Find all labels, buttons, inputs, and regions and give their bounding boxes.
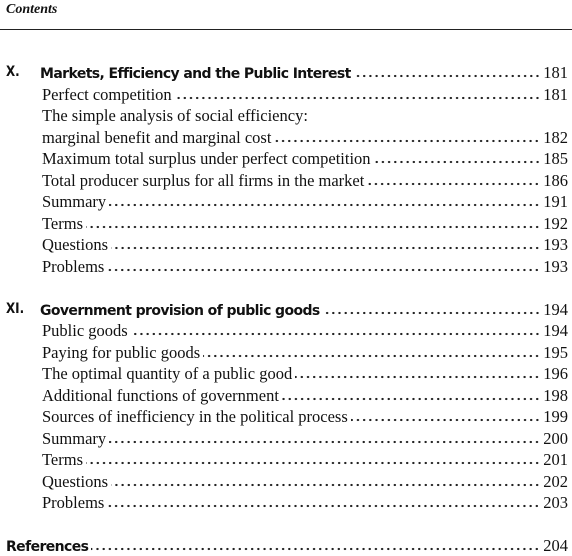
- dot-leader: [274, 138, 541, 143]
- page-number: 193: [543, 235, 568, 254]
- dot-leader: [86, 224, 541, 229]
- page-number: 202: [543, 471, 568, 491]
- entry-row-title: Maximum total surplus under perfect comp…: [42, 149, 371, 168]
- dot-leader: [107, 504, 541, 508]
- page-number: 194: [543, 321, 568, 340]
- entry-row: Terms 201: [42, 449, 568, 470]
- page-number: 200: [543, 428, 568, 448]
- page-number: 203: [543, 493, 568, 512]
- entry-row-title: Total producer surplus for all firms in …: [42, 170, 365, 190]
- dot-leader: [367, 181, 541, 186]
- entry-row: Questions 193: [42, 234, 568, 255]
- entry-row: Problems 193: [42, 256, 568, 277]
- dot-leader: [111, 246, 541, 250]
- dot-leader: [130, 332, 541, 336]
- entry-row-title: Terms: [42, 213, 84, 233]
- page-number: 182: [543, 127, 568, 147]
- entry-row-title: Summary: [42, 428, 107, 448]
- dot-leader: [109, 203, 541, 207]
- entry-row-title: Problems: [42, 256, 105, 276]
- chapter-row: Government provision of public goods 194: [40, 299, 568, 320]
- dot-leader: [373, 160, 541, 164]
- dot-leader: [174, 95, 541, 100]
- dot-leader: [322, 310, 541, 315]
- dot-leader: [281, 396, 541, 401]
- page-number: 181: [543, 63, 568, 82]
- entry-row: Total producer surplus for all firms in …: [42, 170, 568, 191]
- page-number: 181: [543, 84, 568, 104]
- running-header: Contents: [6, 2, 58, 17]
- page-number: 185: [543, 149, 568, 168]
- entry-row: Terms 192: [42, 213, 568, 234]
- page-number: 193: [543, 256, 568, 276]
- references-row-title: References: [6, 539, 89, 555]
- entry-row-title: Public goods: [42, 321, 128, 340]
- entry-row-title: marginal benefit and marginal cost: [42, 127, 272, 147]
- page-number: 191: [543, 192, 568, 211]
- entry-row: Problems 203: [42, 492, 568, 513]
- dot-leader: [91, 547, 541, 551]
- entry-row: Paying for public goods 195: [42, 342, 568, 363]
- entry-row-title: Questions: [42, 471, 108, 491]
- entry-row: Questions 202: [42, 471, 568, 492]
- page-number: 192: [543, 213, 568, 233]
- page-number: 194: [543, 299, 568, 319]
- entry-row: Sources of inefficiency in the political…: [42, 406, 568, 427]
- header-rule: [0, 29, 572, 30]
- entry-row-title: Summary: [42, 192, 107, 211]
- entry-row: Summary 191: [42, 191, 568, 212]
- entry-row: The optimal quantity of a public good 196: [42, 363, 568, 384]
- entry-row-title: Paying for public goods: [42, 342, 201, 362]
- dot-leader: [109, 439, 541, 444]
- entry-row-title: The optimal quantity of a public good: [42, 364, 293, 383]
- entry-row: Perfect competition 181: [42, 84, 568, 105]
- chapter-number: X.: [6, 64, 20, 80]
- entry-row-title: Sources of inefficiency in the political…: [42, 407, 348, 426]
- entry-row-title: Problems: [42, 493, 105, 512]
- chapter-row: Markets, Efficiency and the Public Inter…: [40, 62, 568, 83]
- page-number: 201: [543, 450, 568, 469]
- dot-leader: [203, 353, 541, 358]
- entry-row: marginal benefit and marginal cost 182: [42, 127, 568, 148]
- entry-row: Additional functions of government 198: [42, 385, 568, 406]
- chapter-row-title: Government provision of public goods: [40, 302, 320, 319]
- entry-row: Public goods 194: [42, 320, 568, 341]
- entry-row-title: Questions: [42, 235, 108, 254]
- entry-row: Maximum total surplus under perfect comp…: [42, 148, 568, 169]
- page-number: 204: [543, 536, 568, 555]
- dot-leader: [107, 267, 541, 272]
- chapter-number: XI.: [6, 300, 25, 317]
- entry-row-title: Terms: [42, 450, 84, 469]
- dot-leader: [86, 461, 541, 465]
- dot-leader: [111, 482, 541, 487]
- entry-row-title: Additional functions of government: [42, 385, 279, 405]
- chapter-row-title: Markets, Efficiency and the Public Inter…: [40, 66, 351, 82]
- page-number: 198: [543, 385, 568, 405]
- dot-leader: [295, 375, 541, 379]
- page-number: 196: [543, 364, 568, 383]
- page-number: 195: [543, 342, 568, 362]
- references-row: References 204: [6, 535, 568, 556]
- page-number: 199: [543, 407, 568, 426]
- entry-row: Summary 200: [42, 428, 568, 449]
- dot-leader: [353, 74, 541, 78]
- entry-row: The simple analysis of social efficiency…: [42, 105, 568, 126]
- entry-row-title: Perfect competition: [42, 84, 172, 104]
- dot-leader: [350, 418, 541, 422]
- entry-row-title: The simple analysis of social efficiency…: [42, 106, 308, 125]
- page-number: 186: [543, 170, 568, 190]
